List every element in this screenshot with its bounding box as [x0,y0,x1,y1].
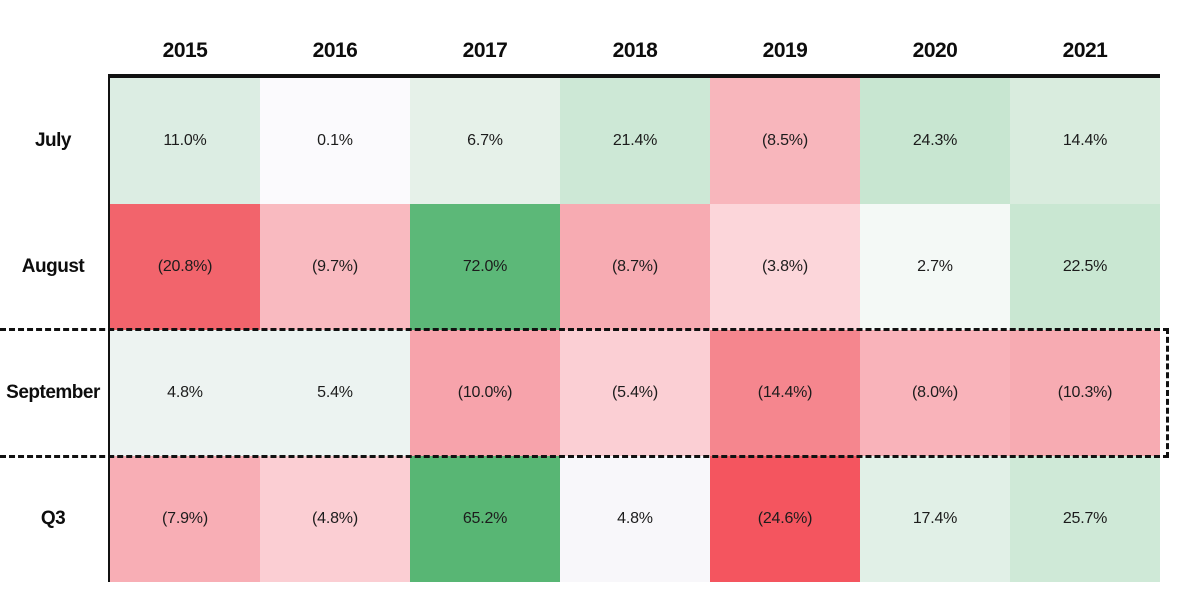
row-label-q3: Q3 [40,508,66,529]
heatmap-cell-september-2020: (8.0%) [860,330,1010,456]
heatmap-cell-september-2016: 5.4% [260,330,410,456]
column-header-2016: 2016 [312,39,358,62]
row-label-august: August [21,256,85,277]
heatmap-cell-july-2019: (8.5%) [710,78,860,204]
heatmap-cell-july-2017: 6.7% [410,78,560,204]
row-label-july: July [34,130,72,151]
heatmap-cell-july-2020: 24.3% [860,78,1010,204]
heatmap-cell-september-2015: 4.8% [110,330,260,456]
heatmap-cell-q3-2015: (7.9%) [110,456,260,582]
heatmap-cell-august-2017: 72.0% [410,204,560,330]
heatmap-cell-august-2019: (3.8%) [710,204,860,330]
heatmap-cell-august-2021: 22.5% [1010,204,1160,330]
heatmap-cell-q3-2016: (4.8%) [260,456,410,582]
heatmap-cell-august-2015: (20.8%) [110,204,260,330]
heatmap-cell-august-2020: 2.7% [860,204,1010,330]
heatmap-cell-july-2018: 21.4% [560,78,710,204]
year-header-row: 2015 2016 2017 2018 2019 2020 2021 [110,34,1160,68]
heatmap-cell-q3-2018: 4.8% [560,456,710,582]
row-labels: July August September Q3 [0,78,106,582]
heatmap-cell-q3-2020: 17.4% [860,456,1010,582]
column-header-2020: 2020 [912,39,958,62]
column-header-2021: 2021 [1062,39,1108,62]
heatmap-cell-august-2016: (9.7%) [260,204,410,330]
heatmap-cell-september-2021: (10.3%) [1010,330,1160,456]
column-header-2019: 2019 [762,39,808,62]
column-header-2018: 2018 [612,39,658,62]
heatmap-cell-q3-2019: (24.6%) [710,456,860,582]
column-header-2015: 2015 [162,39,208,62]
heatmap-cell-september-2017: (10.0%) [410,330,560,456]
heatmap-cell-july-2016: 0.1% [260,78,410,204]
column-header-2017: 2017 [462,39,508,62]
heatmap-cell-july-2021: 14.4% [1010,78,1160,204]
heatmap-grid: 11.0% 0.1% 6.7% 21.4% (8.5%) 24.3% 14.4% (20.8%… [108,74,1160,582]
row-label-september: September [6,382,100,403]
heatmap-cell-august-2018: (8.7%) [560,204,710,330]
heatmap-cell-q3-2017: 65.2% [410,456,560,582]
heatmap-cell-september-2018: (5.4%) [560,330,710,456]
heatmap-cell-q3-2021: 25.7% [1010,456,1160,582]
heatmap-cell-september-2019: (14.4%) [710,330,860,456]
heatmap-cell-july-2015: 11.0% [110,78,260,204]
